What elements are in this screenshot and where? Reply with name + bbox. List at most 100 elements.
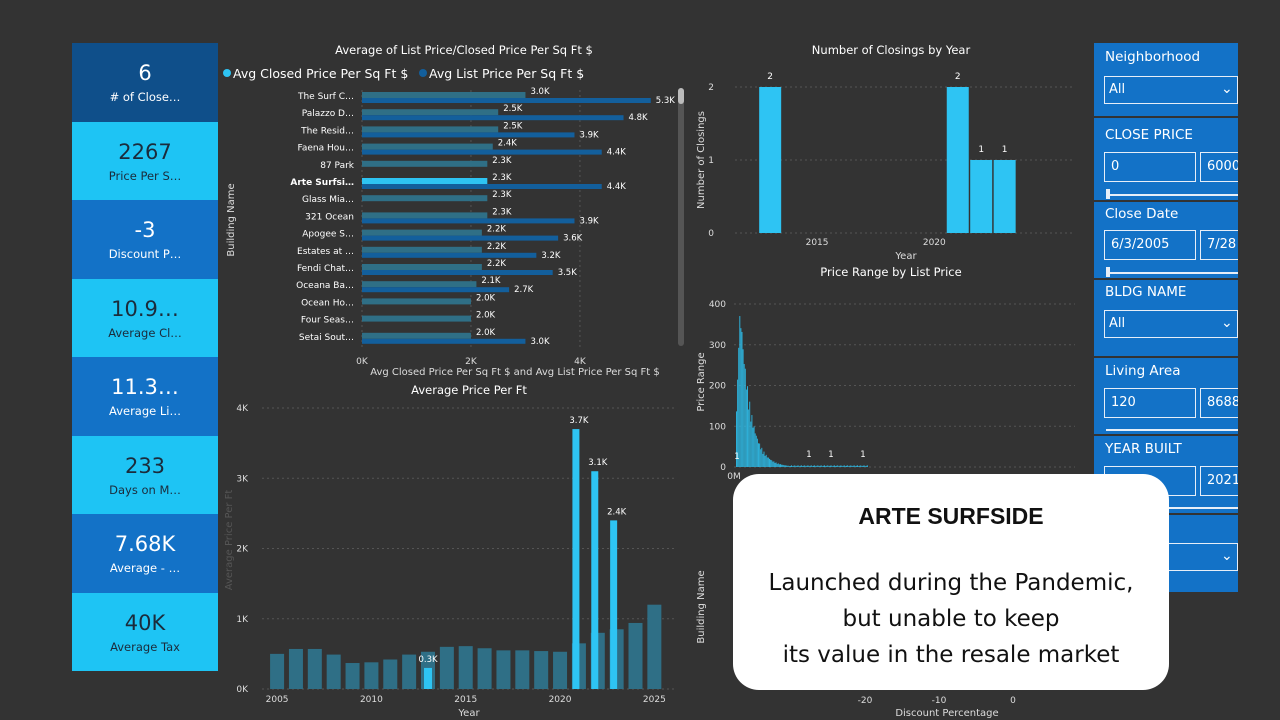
histogram-bar (820, 465, 822, 467)
slicer-title: Close Date (1105, 206, 1179, 222)
kpi-value: 2267 (118, 139, 172, 164)
slider-track[interactable] (1106, 507, 1238, 509)
closed-price-bar (362, 281, 477, 288)
kpi-label: Discount P… (108, 247, 182, 262)
slicer-title: CLOSE PRICE (1105, 127, 1193, 143)
data-label: 0.3K (418, 655, 438, 665)
bldg-name-dropdown[interactable]: All ⌄ (1104, 310, 1238, 338)
closings-bar (946, 87, 969, 233)
x-tick-label: 2020 (923, 238, 946, 248)
histogram-bar (831, 466, 833, 467)
data-label: 2.3K (492, 156, 512, 166)
list-price-bar (362, 235, 559, 241)
average-bar (439, 646, 454, 689)
data-label: 3.7K (569, 416, 589, 426)
kpi-card[interactable]: 10.9… Average Cl… (72, 278, 218, 357)
histogram-bar (825, 466, 827, 467)
category-label: The Surf C… (297, 92, 354, 102)
histogram-bar (791, 465, 792, 467)
x-tick-label: 2015 (806, 238, 829, 248)
slider-track[interactable] (1106, 429, 1238, 431)
data-label: 3.5K (558, 268, 578, 278)
average-bar (534, 651, 549, 689)
data-label: 4.4K (607, 182, 627, 192)
category-label: Fendi Chat… (297, 264, 354, 274)
histogram-bar (777, 463, 779, 467)
living-area-max-input[interactable]: 8688 (1200, 388, 1238, 418)
kpi-value: 233 (124, 453, 166, 478)
tick-labels: 0K 1K 2K 3K 4K 2005 2010 2015 2020 2025 (236, 404, 665, 705)
data-label: 2.0K (476, 311, 496, 321)
category-label: Arte Surfsi… (290, 178, 354, 188)
kpi-value: 6 (138, 61, 152, 86)
x-tick-label: 2K (465, 357, 478, 367)
highlight-bar (572, 429, 580, 689)
histogram-bar (749, 401, 751, 467)
x-tick-label: 2005 (266, 695, 289, 705)
kpi-column: 6 # of Close… 2267 Price Per S… -3 Discount… (72, 43, 218, 671)
close-date-start-input[interactable]: 6/3/2005 (1104, 230, 1196, 260)
close-price-min-input[interactable]: 0 (1104, 152, 1196, 182)
x-tick-label: 0 (1010, 696, 1016, 706)
category-labels: The Surf C… Palazzo D… The Resid… Faena Hou… (290, 92, 354, 343)
histogram-bar (772, 461, 774, 467)
slider-track[interactable] (1106, 272, 1238, 274)
histogram-bar (802, 466, 803, 467)
histogram-bar (776, 463, 778, 467)
price-per-sqft-chart[interactable]: Average of List Price/Closed Price Per S… (222, 40, 692, 380)
histogram-bar (837, 465, 839, 467)
living-area-min-input[interactable]: 120 (1104, 388, 1196, 418)
neighborhood-dropdown[interactable]: All ⌄ (1104, 76, 1238, 104)
histogram-bar (743, 363, 745, 467)
closed-price-bar (362, 315, 471, 322)
scrollbar[interactable] (678, 88, 684, 346)
slider-handle[interactable] (1106, 267, 1110, 277)
slider-handle[interactable] (1106, 189, 1110, 199)
slicer-title: Living Area (1105, 363, 1181, 379)
kpi-card[interactable]: 233 Days on M… (72, 435, 218, 514)
histogram-bar (795, 466, 797, 467)
data-label: 2.1K (481, 276, 501, 286)
histogram-bar (762, 453, 764, 467)
slider-track[interactable] (1106, 194, 1238, 196)
data-label: 4.4K (607, 148, 627, 158)
close-date-end-input[interactable]: 7/28 (1200, 230, 1238, 260)
histogram-bar (737, 379, 739, 467)
kpi-card[interactable]: 2267 Price Per S… (72, 121, 218, 200)
histogram-bar (745, 389, 747, 467)
scrollbar-thumb[interactable] (678, 88, 684, 104)
histogram-bar (819, 465, 821, 467)
histogram-bar (739, 316, 741, 467)
slicer-title: BLDG NAME (1105, 284, 1187, 300)
x-tick-label: 4K (574, 357, 587, 367)
histogram-bar (811, 466, 813, 467)
y-axis-title: Building Name (696, 570, 707, 643)
data-label: 2.4K (498, 139, 518, 149)
kpi-card[interactable]: -3 Discount P… (72, 200, 218, 279)
kpi-card[interactable]: 7.68K Average - … (72, 514, 218, 593)
histogram-bar (751, 415, 753, 467)
category-label: Four Seas… (301, 316, 354, 326)
kpi-card[interactable]: 6 # of Close… (72, 43, 218, 122)
histogram-bar (846, 465, 847, 467)
closings-by-year-chart[interactable]: Number of Closings by Year Number of Clo… (690, 40, 1090, 265)
close-price-max-input[interactable]: 6000 (1200, 152, 1238, 182)
y-tick-label: 400 (709, 300, 726, 310)
kpi-card[interactable]: 11.3… Average Li… (72, 357, 218, 436)
neighborhood-slicer: Neighborhood (1094, 49, 1238, 65)
data-label: 3.1K (588, 458, 608, 468)
closed-price-bar (362, 126, 499, 133)
histogram-bar (800, 465, 802, 467)
histogram-bar (780, 464, 781, 467)
histogram-bar (855, 465, 857, 467)
year-built-max-input[interactable]: 2021 (1200, 466, 1238, 496)
histogram-bar (754, 433, 756, 467)
closed-price-bar (362, 160, 488, 167)
kpi-label: # of Close… (109, 90, 181, 105)
kpi-card[interactable]: 40K Average Tax (72, 592, 218, 671)
average-price-per-ft-chart[interactable]: Average Price Per Ft Average Price Per F… (222, 380, 692, 720)
histogram-bar (842, 465, 844, 467)
discount-chart[interactable]: Building Name Discount Percentage -20 -10… (690, 480, 1090, 720)
histogram-bar (822, 465, 824, 467)
